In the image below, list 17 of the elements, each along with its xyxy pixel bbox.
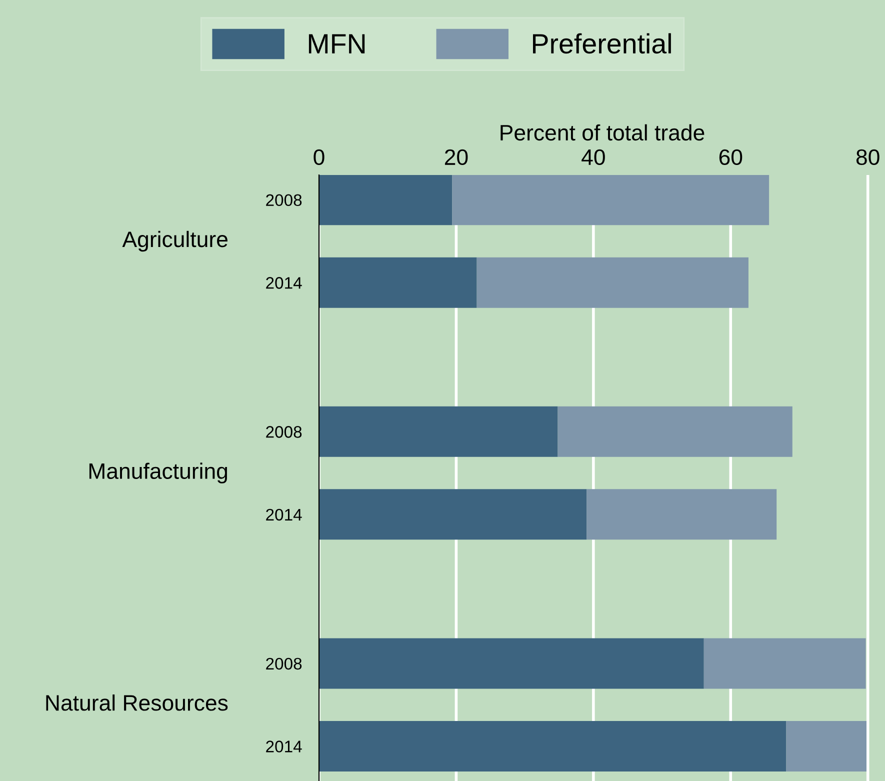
y-tick-label: 2008: [266, 658, 302, 670]
text: Manufacturing: [89, 462, 228, 484]
x-tick-label: 80: [856, 149, 880, 166]
x-tick-label: 60: [719, 149, 742, 166]
y-tick-label: 2014: [266, 277, 302, 289]
text: Agriculture: [122, 230, 228, 252]
y-tick-label: 2014: [266, 740, 302, 752]
y-tick-label: 2008: [266, 426, 302, 438]
x-tick-label: 0: [314, 149, 324, 166]
y-tick-label: 2008: [266, 194, 302, 206]
y-tick-label: 2014: [266, 508, 302, 521]
legend-label: MFN: [308, 34, 365, 54]
x-tick-label: 40: [582, 149, 605, 166]
x-axis-title: Percent of total trade: [500, 124, 704, 141]
x-tick-label: 20: [444, 149, 468, 166]
text: Natural Resources: [46, 694, 228, 711]
legend-label: Preferential: [533, 33, 671, 54]
